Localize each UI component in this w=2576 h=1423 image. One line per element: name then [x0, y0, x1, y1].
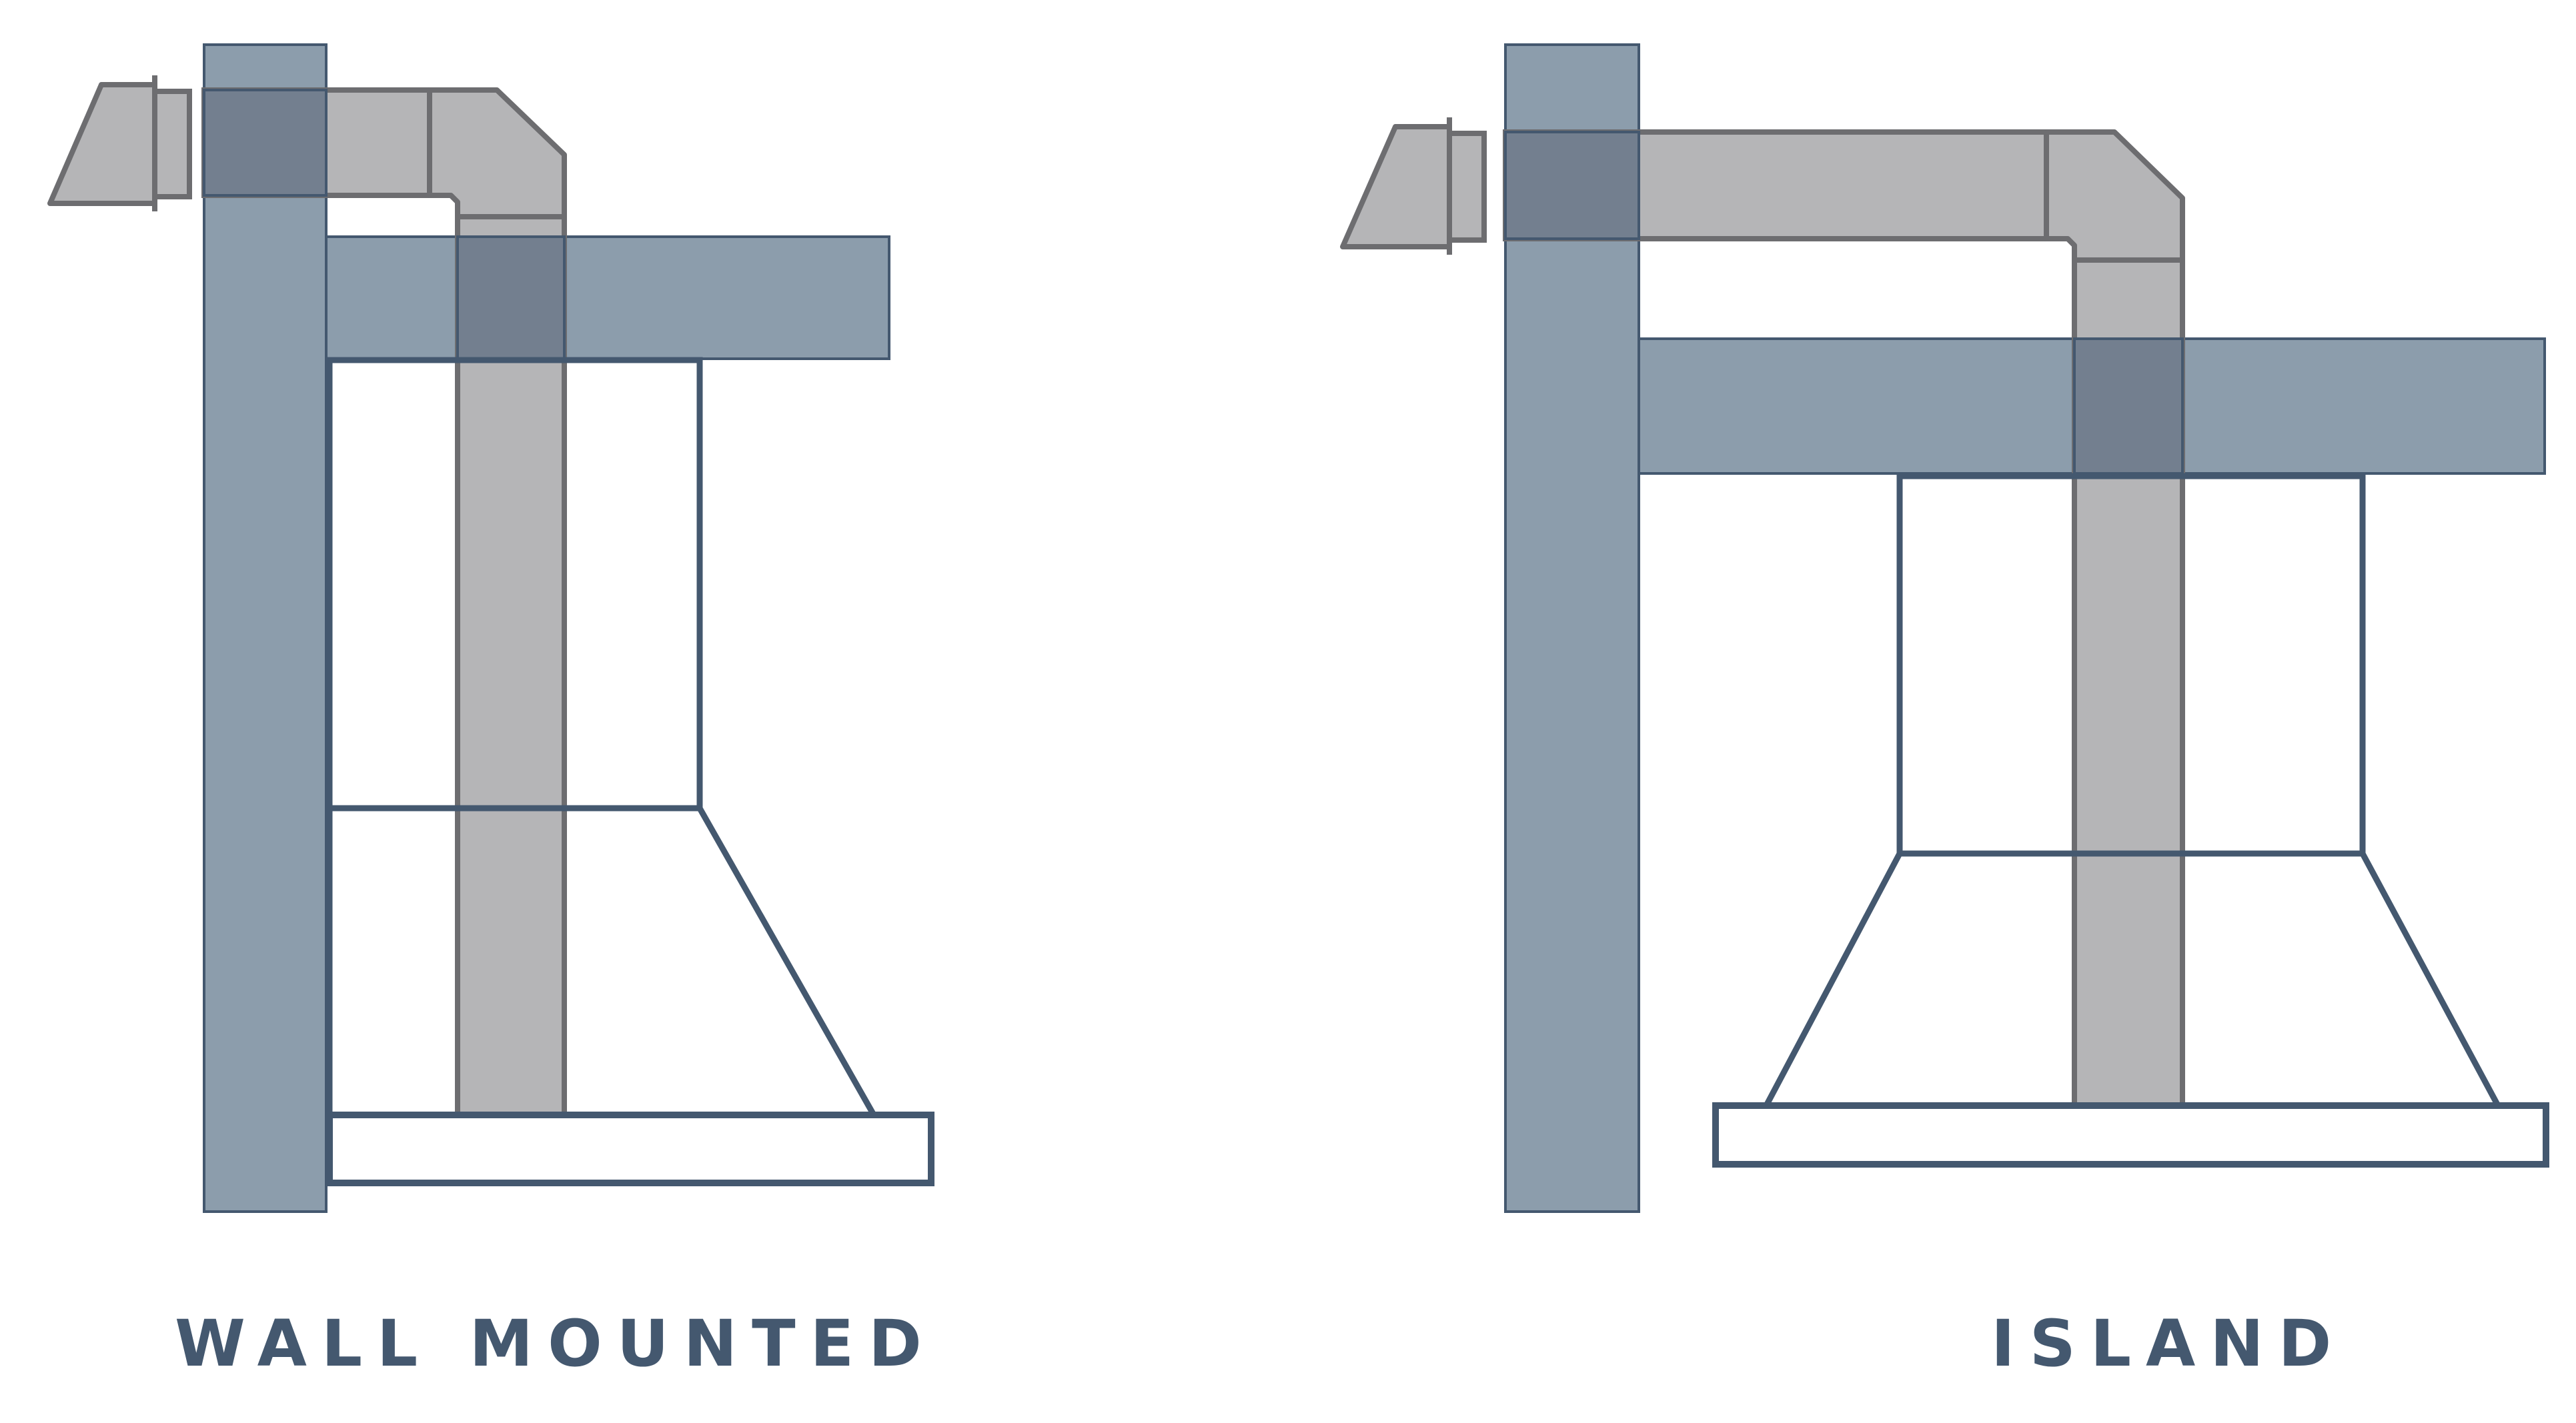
island-duct-joist-overlap [2073, 337, 2184, 475]
wall-mounted-wall-cap [47, 82, 157, 206]
island-wall-cap [1340, 124, 1452, 249]
island-duct-wall-overlap [1504, 131, 1640, 240]
wall-mounted-duct-elbow [427, 87, 567, 219]
wall-mounted-hood-canopy [326, 806, 876, 1117]
wall-mounted-wall-cap-collar [152, 89, 192, 199]
island-duct-elbow [2044, 129, 2185, 263]
island-wall-cap-collar [1447, 131, 1487, 243]
island-caption: ISLAND [1991, 1306, 2347, 1381]
wall-mounted-joist [325, 235, 890, 360]
wall-mounted-vertical-duct [455, 214, 567, 1120]
wall-mounted-diagram [47, 43, 934, 1213]
wall-mounted-hood-chimney [326, 357, 703, 812]
wall-mounted-hood-base [326, 1112, 934, 1186]
island-hood-chimney [1896, 473, 2366, 857]
island-hood-base [1712, 1102, 2549, 1168]
wall-mounted-caption: WALL MOUNTED [175, 1306, 936, 1381]
wall-mounted-duct-joist-overlap [456, 235, 566, 360]
wall-mounted-duct-wall-overlap [203, 89, 328, 197]
island-diagram [1340, 43, 2549, 1213]
island-hood-canopy [1764, 852, 2501, 1108]
wall-mounted-wall [203, 43, 328, 1213]
